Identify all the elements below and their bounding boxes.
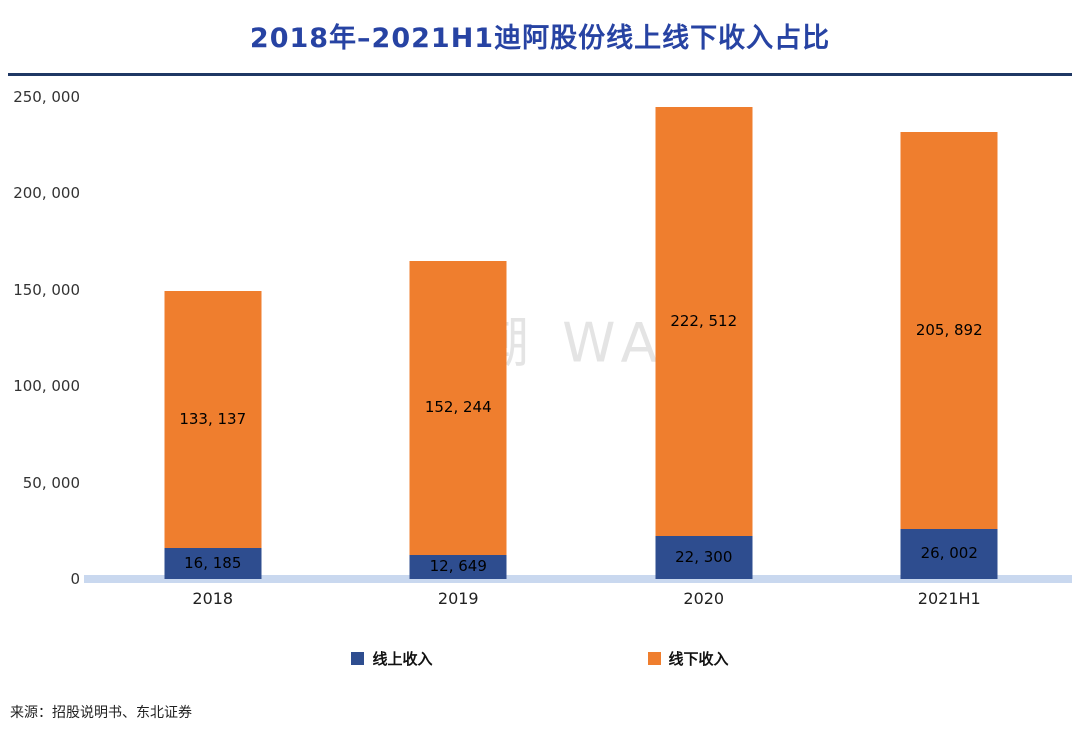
legend: 线上收入 线下收入 xyxy=(0,648,1080,669)
legend-label: 线下收入 xyxy=(668,650,729,668)
legend-swatch-icon xyxy=(351,652,365,665)
bar-segment-offline: 205, 892 xyxy=(900,131,998,529)
bar-value-label: 152, 244 xyxy=(424,398,492,417)
bar-value-label: 16, 185 xyxy=(184,553,242,572)
bar-segment-online: 12, 649 xyxy=(409,554,507,579)
legend-item: 线下收入 xyxy=(647,648,729,669)
bar-value-label: 222, 512 xyxy=(670,312,738,331)
bar-segment-online: 22, 300 xyxy=(655,536,753,579)
y-axis: 0 50, 000 100, 000 150, 000 200, 000 250, 000 xyxy=(0,88,80,588)
category-label: 2018 xyxy=(192,589,234,608)
plot-area: 巨潮 WAVE 133, 137 16, 185 152, 244 12, 649 22… xyxy=(90,97,1072,579)
bar-group: 152, 244 12, 649 xyxy=(409,261,507,579)
legend-label: 线上收入 xyxy=(372,650,433,668)
category-label: 2019 xyxy=(437,589,479,608)
bar-segment-online: 26, 002 xyxy=(900,528,998,579)
bar-value-label: 12, 649 xyxy=(429,557,487,576)
bar-group: 133, 137 16, 185 xyxy=(164,291,262,579)
bar-segment-online: 16, 185 xyxy=(164,547,262,579)
y-tick-label: 50, 000 xyxy=(22,473,80,492)
x-axis-baseline xyxy=(84,575,1072,583)
title-divider-line xyxy=(8,73,1072,76)
category-label: 2020 xyxy=(683,589,725,608)
bar-segment-offline: 152, 244 xyxy=(409,261,507,555)
bar-segment-offline: 133, 137 xyxy=(164,291,262,548)
bar-value-label: 26, 002 xyxy=(920,544,978,563)
legend-swatch-icon xyxy=(647,652,661,665)
source-note: 来源：招股说明书、东北证券 xyxy=(10,705,192,721)
bar-value-label: 22, 300 xyxy=(675,548,733,566)
y-tick-label: 100, 000 xyxy=(13,377,80,396)
bar-group: 222, 512 22, 300 xyxy=(655,107,753,579)
legend-item: 线上收入 xyxy=(351,648,433,669)
y-tick-label: 0 xyxy=(70,570,80,588)
category-label: 2021H1 xyxy=(917,589,981,608)
chart-title: 2018年–2021H1迪阿股份线上线下收入占比 xyxy=(249,23,831,54)
y-tick-label: 250, 000 xyxy=(13,88,80,106)
bar-value-label: 133, 137 xyxy=(179,409,247,428)
y-tick-label: 150, 000 xyxy=(13,280,80,299)
bar-segment-offline: 222, 512 xyxy=(655,107,753,537)
bar-group: 205, 892 26, 002 xyxy=(900,131,998,579)
y-tick-label: 200, 000 xyxy=(13,184,80,203)
bar-value-label: 205, 892 xyxy=(915,320,983,339)
x-axis: 2018 2019 2020 2021H1 xyxy=(90,589,1072,613)
